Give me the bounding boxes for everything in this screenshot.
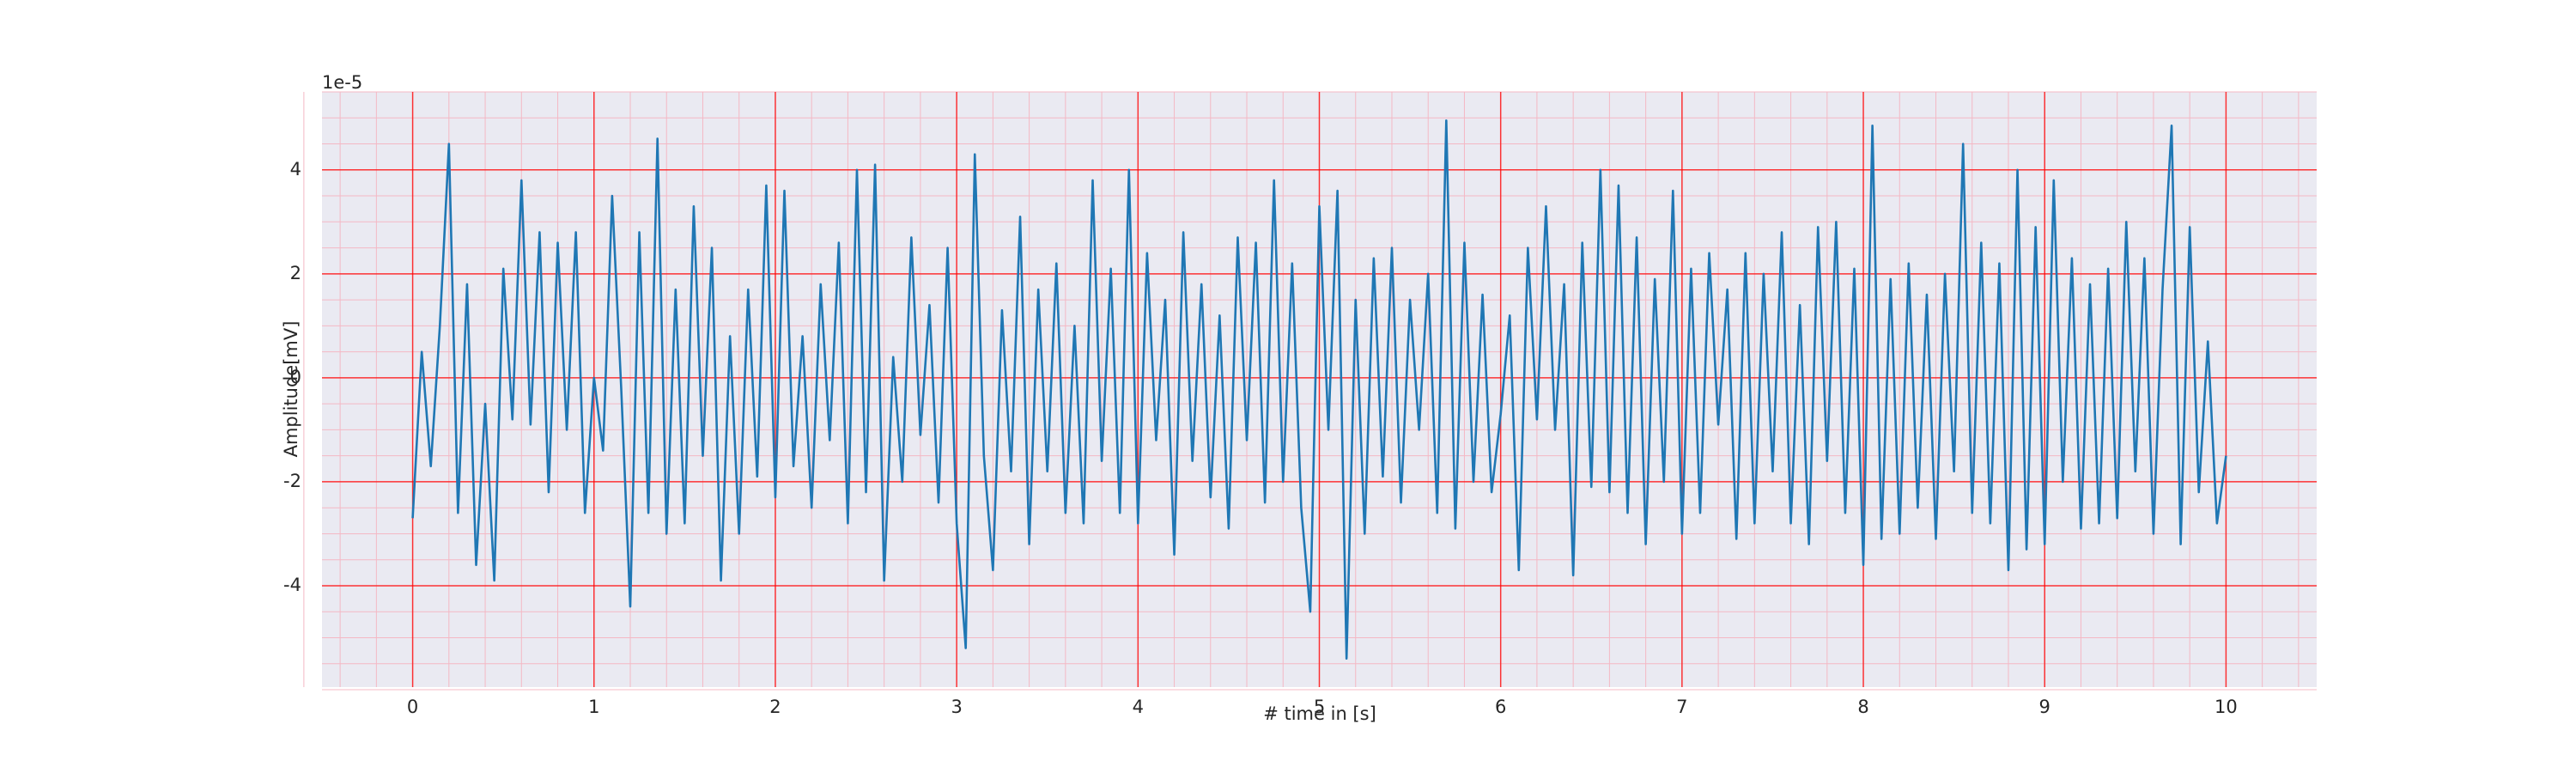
plot-area xyxy=(303,91,2317,691)
y-tick-label: 0 xyxy=(290,367,301,387)
x-axis-label: # time in [s] xyxy=(1263,703,1376,724)
x-tick-label: 10 xyxy=(2215,697,2238,717)
x-tick-label: 3 xyxy=(951,697,962,717)
x-tick-label: 6 xyxy=(1495,697,1506,717)
y-tick-label: 2 xyxy=(290,263,301,283)
y-axis-label: Amplitude[mV] xyxy=(281,321,301,458)
x-tick-label: 7 xyxy=(1676,697,1687,717)
x-tick-label: 1 xyxy=(588,697,599,717)
x-tick-label: 9 xyxy=(2039,697,2050,717)
y-tick-label: -2 xyxy=(283,471,301,491)
x-tick-label: 4 xyxy=(1133,697,1144,717)
x-tick-label: 2 xyxy=(769,697,781,717)
x-tick-label: 5 xyxy=(1314,697,1325,717)
y-offset-label: 1e-5 xyxy=(322,72,362,93)
x-tick-label: 0 xyxy=(407,697,418,717)
y-tick-label: 4 xyxy=(290,159,301,180)
signal-line xyxy=(411,119,2227,660)
y-tick-label: -4 xyxy=(283,575,301,595)
x-tick-label: 8 xyxy=(1857,697,1868,717)
